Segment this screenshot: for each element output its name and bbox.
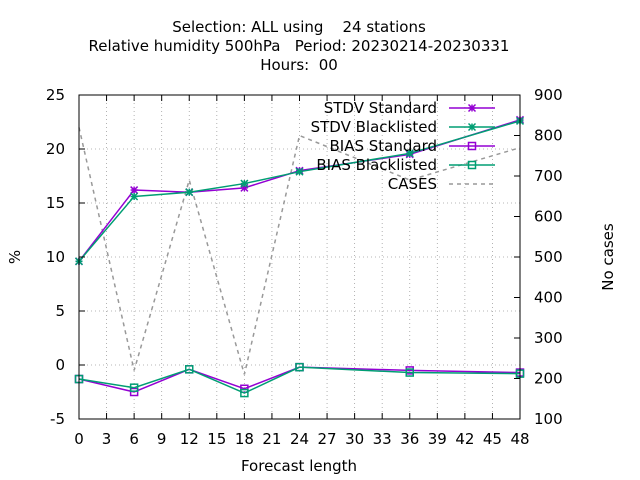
legend-marker-bias-standard — [467, 141, 477, 151]
y-tick-label: -5 — [50, 410, 65, 428]
legend-label-stdv-blacklisted: STDV Blacklisted — [311, 118, 437, 136]
point-stdv-blacklisted — [185, 188, 194, 197]
y-axis-label: % — [6, 250, 24, 264]
series-line-bias-standard — [78, 366, 521, 393]
legend-marker-stdv-standard — [467, 103, 477, 113]
legend-marker-bias-blacklisted — [467, 160, 477, 170]
point-stdv-blacklisted — [130, 192, 139, 201]
x-tick-label: 3 — [102, 430, 112, 448]
point-bias-standard — [129, 387, 139, 397]
y-tick-label: 0 — [55, 356, 65, 374]
tick-marks — [78, 94, 521, 420]
x-tick-label: 36 — [400, 430, 419, 448]
point-stdv-blacklisted — [295, 167, 304, 176]
y2-tick-label: 500 — [534, 248, 563, 266]
chart-title-line-3: Hours: 00 — [260, 56, 338, 74]
series-line-bias-blacklisted — [78, 366, 521, 394]
point-stdv-blacklisted — [240, 179, 249, 188]
y-tick-label: 20 — [46, 140, 65, 158]
y2-tick-label: 800 — [534, 127, 563, 145]
chart-title-line-2: Relative humidity 500hPa Period: 2023021… — [89, 37, 510, 55]
x-tick-label: 39 — [428, 430, 447, 448]
x-tick-label: 42 — [455, 430, 474, 448]
x-tick-label: 33 — [373, 430, 392, 448]
y-tick-label: 15 — [46, 194, 65, 212]
legend-label-bias-blacklisted: BIAS Blacklisted — [316, 156, 437, 174]
legend-marker-stdv-blacklisted — [467, 122, 477, 132]
x-tick-label: 30 — [345, 430, 364, 448]
legend-label-stdv-standard: STDV Standard — [324, 99, 437, 117]
y2-tick-label: 600 — [534, 208, 563, 226]
y2-tick-label: 400 — [534, 289, 563, 307]
plot-lines — [74, 115, 525, 398]
grid — [79, 95, 520, 419]
x-tick-label: 18 — [235, 430, 254, 448]
point-stdv-standard — [130, 186, 139, 195]
point-bias-blacklisted — [185, 365, 194, 374]
legend-label-bias-standard: BIAS Standard — [329, 137, 437, 155]
y-tick-label: 5 — [55, 302, 65, 320]
y2-tick-label: 300 — [534, 329, 563, 347]
chart-title-line-1: Selection: ALL using 24 stations — [172, 18, 426, 36]
x-tick-label: 0 — [74, 430, 84, 448]
y-tick-label: 25 — [46, 86, 65, 104]
x-tick-label: 45 — [483, 430, 502, 448]
legend-label-cases: CASES — [388, 175, 437, 193]
y2-axis-label: No cases — [599, 223, 617, 291]
x-tick-label: 6 — [129, 430, 139, 448]
x-tick-label: 15 — [207, 430, 226, 448]
point-stdv-blacklisted — [405, 149, 414, 158]
y2-tick-label: 200 — [534, 370, 563, 388]
point-bias-blacklisted — [295, 362, 304, 372]
tick-labels: 0 3 6 9 12 15 18 21 24 27 30 33 36 39 42 45 48-505101520… — [46, 86, 563, 448]
point-bias-blacklisted — [240, 388, 249, 398]
y2-tick-label: 700 — [534, 167, 563, 185]
point-bias-blacklisted — [405, 368, 414, 377]
series-line-cases — [78, 127, 521, 375]
x-tick-label: 27 — [318, 430, 337, 448]
x-tick-label: 48 — [510, 430, 529, 448]
x-tick-label: 9 — [157, 430, 167, 448]
x-tick-label: 12 — [180, 430, 199, 448]
y-tick-label: 10 — [46, 248, 65, 266]
point-bias-blacklisted — [129, 383, 139, 392]
x-tick-label: 24 — [290, 430, 309, 448]
x-axis-label: Forecast length — [241, 457, 357, 475]
x-tick-label: 21 — [262, 430, 281, 448]
y2-tick-label: 900 — [534, 86, 563, 104]
y2-tick-label: 100 — [534, 410, 563, 428]
